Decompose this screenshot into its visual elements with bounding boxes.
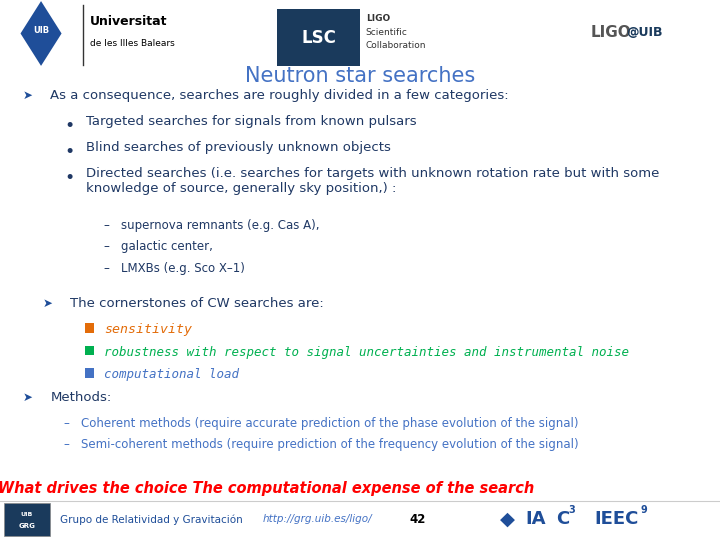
Text: –: – — [103, 240, 109, 253]
Text: Universitat: Universitat — [90, 15, 168, 28]
Text: ➤: ➤ — [23, 391, 33, 404]
Text: robustness with respect to signal uncertainties and instrumental noise: robustness with respect to signal uncert… — [104, 346, 629, 359]
Text: LIGO: LIGO — [366, 15, 390, 23]
Text: –: – — [63, 438, 69, 451]
Text: Semi-coherent methods (require prediction of the frequency evolution of the sign: Semi-coherent methods (require predictio… — [81, 438, 579, 451]
Text: Targeted searches for signals from known pulsars: Targeted searches for signals from known… — [86, 115, 417, 128]
FancyBboxPatch shape — [4, 503, 50, 536]
Text: Scientific: Scientific — [366, 28, 408, 37]
Text: de les Illes Balears: de les Illes Balears — [90, 39, 175, 48]
Text: GRG: GRG — [18, 523, 35, 530]
Text: 9: 9 — [641, 505, 647, 515]
Text: •: • — [64, 169, 74, 187]
Text: •: • — [64, 143, 74, 161]
Text: –: – — [103, 219, 109, 232]
FancyBboxPatch shape — [277, 9, 360, 66]
Text: The cornerstones of CW searches are:: The cornerstones of CW searches are: — [71, 297, 324, 310]
Text: galactic center,: galactic center, — [121, 240, 213, 253]
Text: Grupo de Relatividad y Gravitación: Grupo de Relatividad y Gravitación — [60, 514, 243, 525]
Bar — [85, 368, 94, 378]
Text: ➤: ➤ — [43, 297, 53, 310]
Text: http://grg.uib.es/ligo/: http://grg.uib.es/ligo/ — [263, 515, 372, 524]
Text: computational load: computational load — [104, 368, 239, 381]
Text: C: C — [556, 510, 569, 529]
Bar — [85, 323, 94, 333]
Text: –: – — [63, 417, 69, 430]
Text: LMXBs (e.g. Sco X–1): LMXBs (e.g. Sco X–1) — [121, 262, 245, 275]
Text: ◆: ◆ — [500, 510, 516, 529]
Text: What drives the choice The computational expense of the search: What drives the choice The computational… — [0, 481, 534, 496]
Text: IEEC: IEEC — [594, 510, 639, 529]
Text: •: • — [64, 117, 74, 135]
Text: Coherent methods (require accurate prediction of the phase evolution of the sign: Coherent methods (require accurate predi… — [81, 417, 579, 430]
Text: –: – — [103, 262, 109, 275]
Text: supernova remnants (e.g. Cas A),: supernova remnants (e.g. Cas A), — [121, 219, 320, 232]
Polygon shape — [21, 1, 61, 66]
Text: sensitivity: sensitivity — [104, 323, 192, 336]
Text: UIB: UIB — [20, 511, 33, 517]
Text: Blind searches of previously unknown objects: Blind searches of previously unknown obj… — [86, 141, 391, 154]
Bar — [85, 346, 94, 355]
Text: 42: 42 — [409, 513, 426, 526]
Text: IA: IA — [526, 510, 546, 529]
Text: LIGO: LIGO — [590, 25, 631, 40]
Text: As a consequence, searches are roughly divided in a few categories:: As a consequence, searches are roughly d… — [50, 89, 509, 102]
Text: 3: 3 — [569, 505, 575, 515]
Text: UIB: UIB — [33, 26, 49, 35]
Text: Methods:: Methods: — [50, 391, 112, 404]
Text: Directed searches (i.e. searches for targets with unknown rotation rate but with: Directed searches (i.e. searches for tar… — [86, 167, 660, 195]
Text: Collaboration: Collaboration — [366, 42, 426, 50]
Text: Neutron star searches: Neutron star searches — [245, 65, 475, 86]
Text: LSC: LSC — [301, 29, 336, 47]
Text: ➤: ➤ — [23, 89, 33, 102]
Text: @UIB: @UIB — [626, 26, 662, 39]
